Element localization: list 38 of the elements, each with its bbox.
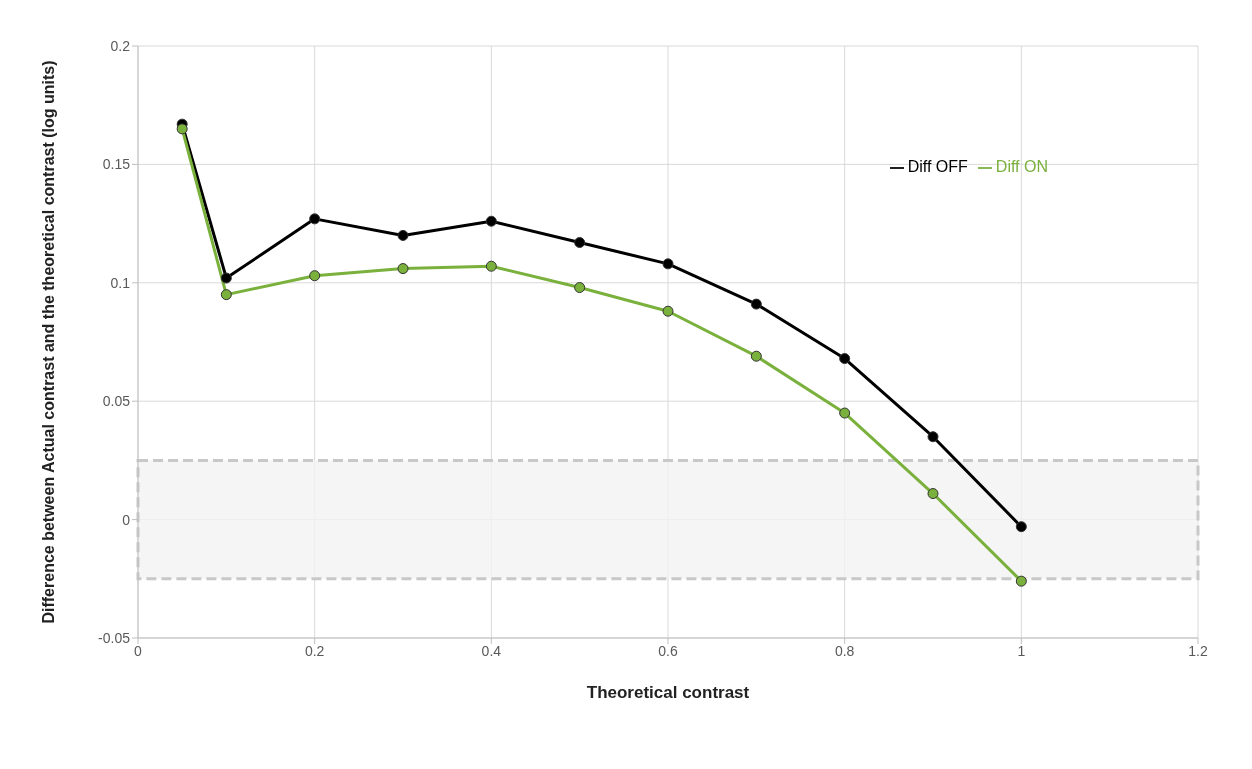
y-tick-label: 0 [122,511,131,528]
y-tick-label: 0.05 [102,393,131,410]
point [397,263,409,275]
y-tick-label: 0.2 [110,37,131,54]
point [839,353,851,365]
point [662,305,674,317]
point [485,215,497,227]
point [220,289,232,301]
x-tick-label: 0.2 [304,642,325,659]
y-tick-label: -0.05 [98,629,131,646]
y-tick-label: 0.1 [110,274,131,291]
point [574,237,586,249]
point [750,298,762,310]
point [839,407,851,419]
point [176,123,188,135]
y-axis-title: Difference between Actual contrast and the theoretical contrast (log units) [39,60,57,624]
point [927,488,939,500]
legend-label: Diff OFF [907,158,968,175]
x-tick-label: 0 [134,642,143,659]
x-tick-label: 0.6 [658,642,678,659]
point [750,350,762,362]
y-tick-label: 0.15 [102,156,131,173]
x-axis-title: Theoretical contrast [586,683,750,702]
point [220,272,232,284]
x-tick-label: 0.8 [834,642,855,659]
point [309,213,321,225]
legend-label: Diff ON [995,158,1048,175]
x-tick-label: 1.2 [1188,642,1208,659]
point [662,258,674,270]
point [397,229,409,241]
point [485,260,497,272]
x-tick-label: 0.4 [481,642,502,659]
point [927,431,939,443]
point [309,270,321,282]
point [1015,575,1027,587]
point [574,282,586,294]
point [1015,521,1027,533]
x-tick-label: 1 [1017,642,1026,659]
